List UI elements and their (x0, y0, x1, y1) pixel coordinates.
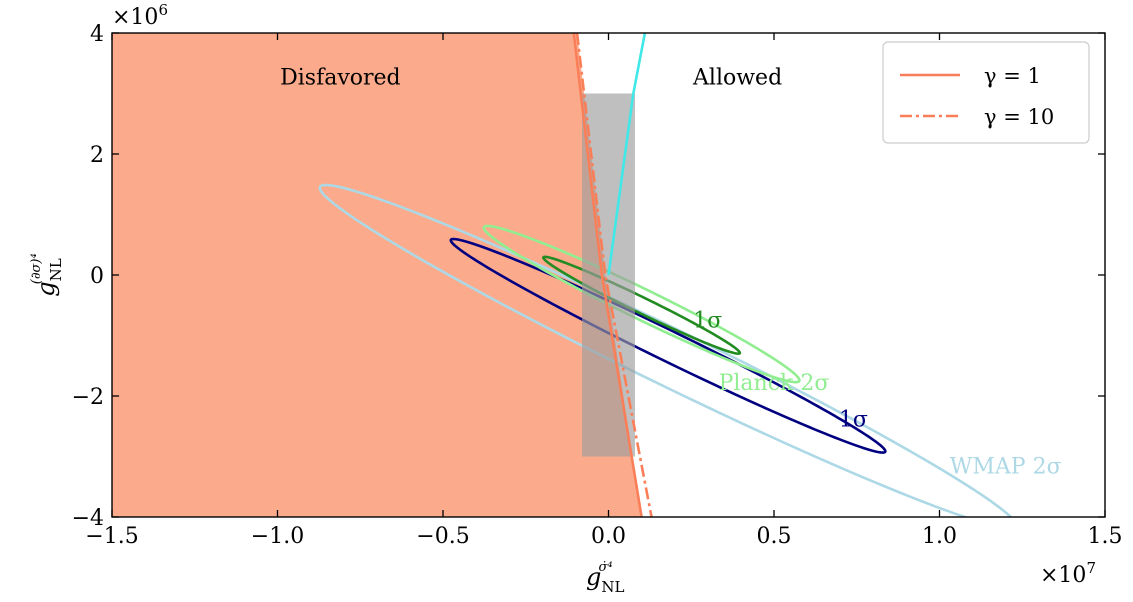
plot-area (112, 33, 1013, 517)
plot-annotations: Disfavored Allowed 1σ Planck 2σ 1σ WMAP 2σ (280, 65, 1061, 479)
legend-box (882, 41, 1090, 144)
x-tick-label-2: −0.5 (416, 524, 469, 549)
y-tick-label-1: −2 (72, 385, 104, 410)
contour-ellipse-2 (449, 237, 887, 454)
contour-label-3: 1σ (839, 407, 868, 432)
x-tick-label-5: 1.0 (922, 524, 957, 549)
series-line-3 (607, 33, 647, 276)
y-tick-label-2: 0 (90, 264, 104, 289)
legend: γ = 1 γ = 10 (882, 41, 1090, 144)
contour-ellipse-1 (318, 183, 1013, 517)
x-tick-label-6: 1.5 (1088, 524, 1123, 549)
series-line-1 (572, 33, 643, 517)
contour-label-1: 1σ (693, 309, 722, 334)
axis-ticks: −1.5 −1.0 −0.5 0.0 0.5 1.0 1.5 −4 −2 0 2 4 (72, 22, 1123, 549)
region-label-1: Disfavored (280, 65, 401, 90)
legend-label-gamma-10: γ = 10 (984, 105, 1054, 129)
x-tick-label-3: 0.0 (591, 524, 626, 549)
y-tick-label-0: −4 (72, 506, 104, 531)
contour-ellipse-3 (482, 224, 801, 384)
y-axis-label: gNL(∂σ)⁴ (29, 253, 65, 296)
x-tick-label-0: −1.5 (85, 524, 138, 549)
legend-label-gamma-1: γ = 1 (984, 64, 1041, 88)
contour-label-4: WMAP 2σ (950, 454, 1062, 479)
x-tick-label-4: 0.5 (757, 524, 792, 549)
region-label-2: Allowed (692, 65, 782, 90)
contour-ellipse-4 (542, 255, 742, 355)
x-axis-label: gNLσ̇⁴ (586, 560, 625, 596)
contour-label-2: Planck 2σ (719, 371, 830, 396)
y-tick-label-3: 2 (90, 143, 104, 168)
disfavored-region (112, 33, 642, 517)
x-tick-label-1: −1.0 (251, 524, 304, 549)
series-line-2 (575, 33, 653, 517)
y-tick-label-4: 4 (90, 22, 104, 47)
